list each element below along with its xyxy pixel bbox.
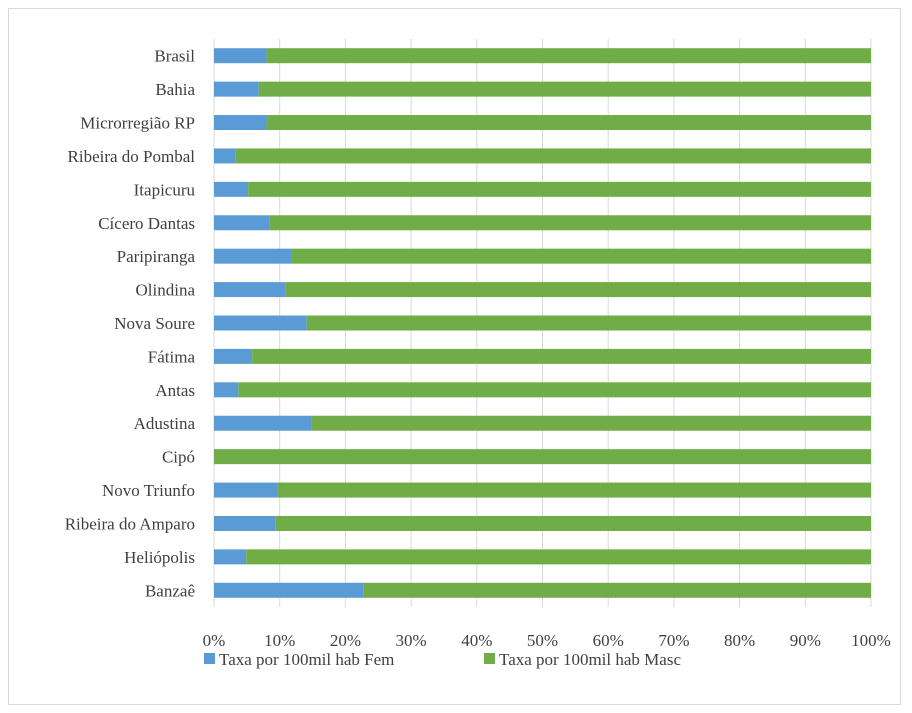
legend-label-masc: Taxa por 100mil hab Masc bbox=[499, 650, 681, 669]
bar-segment-masc bbox=[246, 549, 871, 565]
category-label: Brasil bbox=[154, 47, 195, 66]
category-label: Nova Soure bbox=[114, 314, 195, 333]
bars bbox=[214, 48, 872, 598]
bar-segment-fem bbox=[214, 482, 278, 498]
bar-segment-masc bbox=[306, 315, 872, 331]
category-label: Microrregião RP bbox=[80, 114, 195, 133]
x-tick-label: 20% bbox=[330, 631, 361, 650]
x-tick-label: 100% bbox=[851, 631, 891, 650]
category-label: Paripiranga bbox=[117, 247, 196, 266]
category-label: Ribeira do Amparo bbox=[65, 514, 195, 533]
bar-segment-masc bbox=[269, 215, 872, 231]
bar-segment-masc bbox=[266, 48, 871, 64]
bar-segment-fem bbox=[214, 415, 312, 431]
x-tick-label: 30% bbox=[396, 631, 427, 650]
bar-segment-masc bbox=[291, 248, 871, 264]
category-label: Fátima bbox=[148, 347, 196, 366]
bar-segment-masc bbox=[238, 382, 871, 398]
category-label: Olindina bbox=[136, 281, 196, 300]
bar-segment-masc bbox=[277, 482, 871, 498]
category-label: Itapicuru bbox=[134, 180, 196, 199]
x-tick-label: 70% bbox=[658, 631, 689, 650]
x-tick-label: 50% bbox=[527, 631, 558, 650]
bar-segment-fem bbox=[214, 382, 239, 398]
x-tick-label: 0% bbox=[203, 631, 226, 650]
category-label: Cícero Dantas bbox=[98, 214, 195, 233]
x-tick-label: 80% bbox=[724, 631, 755, 650]
category-label: Novo Triunfo bbox=[102, 481, 195, 500]
legend: Taxa por 100mil hab Fem Taxa por 100mil … bbox=[204, 650, 681, 669]
bar-segment-fem bbox=[214, 248, 292, 264]
bar-segment-masc bbox=[311, 415, 871, 431]
bar-segment-fem bbox=[214, 115, 267, 131]
bar-segment-fem bbox=[214, 81, 259, 97]
legend-label-fem: Taxa por 100mil hab Fem bbox=[219, 650, 394, 669]
x-tick-label: 10% bbox=[264, 631, 295, 650]
legend-swatch-fem bbox=[204, 653, 215, 664]
bar-segment-fem bbox=[214, 348, 253, 364]
category-labels: Brasil Bahia Microrregião RP Ribeira do Pom… bbox=[65, 47, 196, 601]
bar-segment-masc bbox=[285, 282, 871, 298]
category-label: Cipó bbox=[162, 448, 195, 467]
bar-segment-masc bbox=[266, 115, 871, 131]
x-tick-label: 40% bbox=[461, 631, 492, 650]
bar-segment-fem bbox=[214, 315, 307, 331]
bar-segment-masc bbox=[275, 515, 871, 531]
bar-segment-masc bbox=[235, 148, 871, 164]
category-label: Heliópolis bbox=[124, 548, 195, 567]
x-tick-label: 90% bbox=[790, 631, 821, 650]
x-tick-label: 60% bbox=[593, 631, 624, 650]
bar-segment-fem bbox=[214, 215, 270, 231]
bar-segment-fem bbox=[214, 515, 276, 531]
bar-segment-masc bbox=[258, 81, 871, 97]
category-label: Banzaê bbox=[145, 581, 195, 600]
category-label: Antas bbox=[155, 381, 195, 400]
category-label: Bahia bbox=[155, 80, 195, 99]
bar-segment-masc bbox=[363, 582, 871, 598]
bar-segment-masc bbox=[248, 181, 871, 197]
category-label: Adustina bbox=[134, 414, 196, 433]
bar-segment-fem bbox=[214, 549, 247, 565]
bar-segment-fem bbox=[214, 148, 236, 164]
bar-segment-fem bbox=[214, 282, 286, 298]
bar-segment-fem bbox=[214, 582, 364, 598]
bar-segment-masc bbox=[252, 348, 871, 364]
bar-segment-masc bbox=[214, 449, 871, 465]
category-label: Ribeira do Pombal bbox=[68, 147, 196, 166]
x-tick-labels: 0% 10% 20% 30% 40% 50% 60% 70% 80% 90% 100% bbox=[203, 631, 891, 650]
legend-swatch-masc bbox=[484, 653, 495, 664]
bar-segment-fem bbox=[214, 181, 249, 197]
bar-segment-fem bbox=[214, 48, 267, 64]
